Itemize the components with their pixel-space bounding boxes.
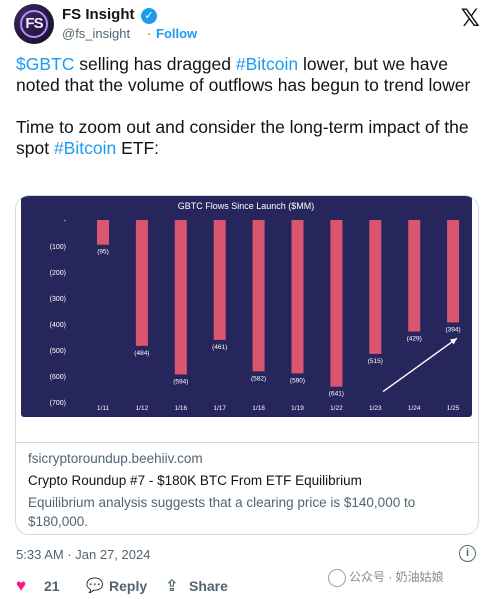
tweet-link[interactable]: #Bitcoin bbox=[53, 138, 117, 158]
x-tick-label: 1/22 bbox=[330, 405, 343, 412]
chart-bar bbox=[291, 220, 304, 374]
card-description: Equilibrium analysis suggests that a cle… bbox=[28, 495, 416, 529]
tweet-header: FS FS Insight ✓ @fs_insight · Follow 𝕏 bbox=[14, 4, 484, 44]
watermark-icon bbox=[328, 568, 346, 587]
x-tick-label: 1/24 bbox=[408, 405, 421, 412]
bar-data-label: (515) bbox=[368, 358, 383, 365]
tweet-link[interactable]: $GBTC bbox=[16, 54, 75, 74]
x-tick-label: 1/19 bbox=[291, 405, 304, 412]
tweet-text-run: Time to zoom out and consider the long-t… bbox=[16, 117, 469, 158]
chart-bar bbox=[213, 220, 226, 340]
y-tick-label: (100) bbox=[50, 244, 66, 251]
chart-bar bbox=[174, 220, 187, 375]
trend-arrow-head bbox=[450, 338, 457, 345]
avatar-ring bbox=[20, 10, 48, 38]
bar-data-label: (429) bbox=[407, 336, 422, 343]
bar-data-label: (95) bbox=[97, 249, 109, 256]
chart-bar bbox=[408, 220, 421, 332]
link-card[interactable]: GBTC Flows Since Launch ($MM) - (100) (200)… bbox=[15, 195, 479, 535]
chart-bar bbox=[97, 220, 109, 245]
bar-data-label: (641) bbox=[329, 391, 344, 398]
x-logo-icon[interactable]: 𝕏 bbox=[460, 5, 480, 32]
tweet-paragraph-1: $GBTC selling has dragged #Bitcoin lower… bbox=[16, 54, 476, 96]
tweet-text-run: selling has dragged bbox=[74, 54, 236, 74]
info-icon[interactable]: i bbox=[459, 545, 476, 562]
author-name[interactable]: FS Insight bbox=[62, 6, 135, 23]
x-tick-label: 1/17 bbox=[213, 405, 226, 412]
watermark-text: 公众号 · 奶油姑娘 bbox=[349, 570, 444, 584]
chart-title: GBTC Flows Since Launch ($MM) bbox=[178, 201, 315, 211]
chart-bar bbox=[135, 220, 148, 346]
avatar-logo: FS bbox=[25, 15, 43, 32]
y-tick-label: (200) bbox=[50, 270, 66, 277]
chart-bar bbox=[447, 220, 460, 323]
reply-button[interactable]: Reply bbox=[109, 578, 148, 594]
x-tick-label: 1/18 bbox=[252, 405, 265, 412]
timestamp[interactable]: 5:33 AM · Jan 27, 2024 bbox=[16, 547, 151, 562]
author-handle[interactable]: @fs_insight bbox=[62, 26, 131, 41]
bar-data-label: (461) bbox=[212, 344, 227, 351]
watermark: 公众号 · 奶油姑娘 bbox=[328, 568, 444, 587]
reply-icon[interactable]: 💬 bbox=[86, 577, 104, 593]
y-tick-label: (400) bbox=[50, 322, 66, 329]
tweet-text: $GBTC selling has dragged #Bitcoin lower… bbox=[16, 54, 476, 180]
tweet-paragraph-2: Time to zoom out and consider the long-t… bbox=[16, 117, 476, 159]
bar-data-label: (594) bbox=[173, 378, 188, 385]
tweet-text-run: lower, but we have noted that the volume… bbox=[16, 54, 471, 95]
card-domain: fsicryptoroundup.beehiiv.com bbox=[28, 451, 203, 466]
card-meta: fsicryptoroundup.beehiiv.com Crypto Roun… bbox=[16, 442, 478, 534]
x-tick-label: 1/12 bbox=[136, 405, 149, 412]
bar-data-label: (582) bbox=[251, 375, 266, 382]
share-icon[interactable]: ⇪ bbox=[165, 578, 179, 595]
y-tick-label: (500) bbox=[50, 348, 66, 355]
chart-panel: GBTC Flows Since Launch ($MM) - (100) (200)… bbox=[21, 196, 472, 417]
chart-bar bbox=[252, 220, 265, 372]
trend-arrow-line bbox=[382, 337, 458, 393]
tweet-text-run: ETF: bbox=[116, 138, 159, 158]
bar-data-label: (484) bbox=[134, 350, 149, 357]
y-tick-label: (300) bbox=[50, 296, 66, 303]
follow-button[interactable]: Follow bbox=[156, 26, 198, 41]
chart-bar bbox=[369, 220, 382, 354]
verified-icon: ✓ bbox=[141, 8, 157, 24]
heart-icon[interactable]: ♥ bbox=[16, 576, 27, 595]
x-tick-label: 1/23 bbox=[369, 405, 382, 412]
x-tick-label: 1/25 bbox=[447, 405, 460, 412]
action-bar: ♥ 21 💬 Reply ⇪ Share bbox=[16, 576, 486, 598]
chart-bar bbox=[330, 220, 343, 387]
x-tick-label: 1/16 bbox=[174, 405, 187, 412]
bar-data-label: (394) bbox=[446, 326, 461, 333]
share-button[interactable]: Share bbox=[189, 578, 228, 594]
card-title: Crypto Roundup #7 - $180K BTC From ETF E… bbox=[28, 473, 362, 488]
avatar[interactable]: FS bbox=[14, 4, 54, 44]
like-count[interactable]: 21 bbox=[44, 578, 60, 594]
x-tick-label: 1/11 bbox=[97, 405, 110, 412]
bar-data-label: (590) bbox=[290, 377, 305, 384]
tweet-link[interactable]: #Bitcoin bbox=[235, 54, 299, 74]
chart-image: GBTC Flows Since Launch ($MM) - (100) (200)… bbox=[16, 196, 478, 442]
y-tick-label: (700) bbox=[50, 400, 66, 407]
y-tick-label: - bbox=[64, 218, 67, 225]
separator-dot: · bbox=[147, 26, 152, 41]
y-tick-label: (600) bbox=[50, 374, 66, 381]
gbtc-flows-chart: GBTC Flows Since Launch ($MM) - (100) (200)… bbox=[50, 201, 461, 412]
